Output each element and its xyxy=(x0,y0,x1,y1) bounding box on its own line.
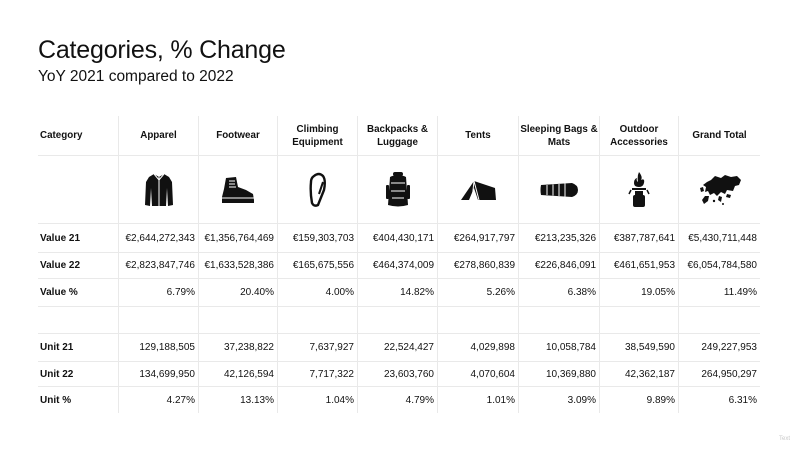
table-cell: €1,633,528,386 xyxy=(198,253,277,279)
sleeping-bag-icon xyxy=(540,182,578,197)
table-cell: 264,950,297 xyxy=(678,362,760,387)
table-cell: 38,549,590 xyxy=(599,334,678,362)
europe-map-icon-cell xyxy=(678,156,760,224)
table-cell: €213,235,326 xyxy=(518,224,599,253)
row-label-value-22: Value 22 xyxy=(38,253,118,279)
table-cell: 6.79% xyxy=(118,279,198,307)
row-label-value-21: Value 21 xyxy=(38,224,118,253)
spacer-cell xyxy=(198,307,277,334)
table-cell: €2,644,272,343 xyxy=(118,224,198,253)
table-cell: 22,524,427 xyxy=(357,334,437,362)
table-cell: 7,717,322 xyxy=(277,362,357,387)
table-cell: €278,860,839 xyxy=(437,253,518,279)
table-cell: 6.38% xyxy=(518,279,599,307)
header-tents: Tents xyxy=(437,116,518,156)
table-cell: €2,823,847,746 xyxy=(118,253,198,279)
sleeping-bag-icon-cell xyxy=(518,156,599,224)
header-apparel: Apparel xyxy=(118,116,198,156)
backpack-icon-cell xyxy=(357,156,437,224)
page-subtitle: YoY 2021 compared to 2022 xyxy=(38,68,234,85)
header-backpacks-luggage: Backpacks & Luggage xyxy=(357,116,437,156)
table-cell: 11.49% xyxy=(678,279,760,307)
backpack-icon xyxy=(385,171,410,206)
tent-icon xyxy=(461,180,496,200)
carabiner-icon-cell xyxy=(277,156,357,224)
spacer-cell xyxy=(277,307,357,334)
row-label-unit-pct: Unit % xyxy=(40,394,72,406)
table-cell: 42,126,594 xyxy=(198,362,277,387)
carabiner-icon xyxy=(308,172,326,207)
table-cell: €387,787,641 xyxy=(599,224,678,253)
camping-stove-icon xyxy=(628,171,650,207)
header-category: Category xyxy=(38,116,118,156)
table-cell: 129,188,505 xyxy=(118,334,198,362)
table-cell: €159,303,703 xyxy=(277,224,357,253)
table-cell: 4,070,604 xyxy=(437,362,518,387)
jacket-icon-cell xyxy=(118,156,198,224)
table-cell: 4.79% xyxy=(357,387,437,413)
table-cell: 23,603,760 xyxy=(357,362,437,387)
spacer-cell xyxy=(678,307,760,334)
spacer-cell xyxy=(599,307,678,334)
boot-icon xyxy=(222,176,254,203)
header-footwear: Footwear xyxy=(198,116,277,156)
row-label-value-pct: Value % xyxy=(38,279,118,307)
table-cell: €6,054,784,580 xyxy=(678,253,760,279)
table-cell: 249,227,953 xyxy=(678,334,760,362)
table-cell: €165,675,556 xyxy=(277,253,357,279)
table-cell: 19.05% xyxy=(599,279,678,307)
header-sleeping-bags-mats: Sleeping Bags & Mats xyxy=(518,116,599,156)
table-cell: 37,238,822 xyxy=(198,334,277,362)
table-cell: 1.04% xyxy=(277,387,357,413)
spacer-cell xyxy=(437,307,518,334)
table-cell: 1.01% xyxy=(437,387,518,413)
camping-stove-icon-cell xyxy=(599,156,678,224)
row-label-unit-21: Unit 21 xyxy=(38,334,118,362)
page-title: Categories, % Change xyxy=(38,36,286,64)
spacer-cell xyxy=(357,307,437,334)
table-cell: €1,356,764,469 xyxy=(198,224,277,253)
categories-table: Category Apparel Footwear Climbing Equip… xyxy=(38,116,760,413)
table-cell: 7,637,927 xyxy=(277,334,357,362)
header-outdoor-accessories: Outdoor Accessories xyxy=(599,116,678,156)
table-cell: 5.26% xyxy=(437,279,518,307)
table-cell: 10,369,880 xyxy=(518,362,599,387)
header-climbing-equipment: Climbing Equipment xyxy=(277,116,357,156)
jacket-icon xyxy=(144,173,173,206)
table-cell: 4.00% xyxy=(277,279,357,307)
table-cell: 9.89% xyxy=(599,387,678,413)
table-cell: 3.09% xyxy=(518,387,599,413)
tent-icon-cell xyxy=(437,156,518,224)
icon-row-label xyxy=(38,156,118,224)
table-cell: 20.40% xyxy=(198,279,277,307)
table-cell: 42,362,187 xyxy=(599,362,678,387)
europe-map-icon xyxy=(699,174,741,205)
header-grand-total: Grand Total xyxy=(678,116,760,156)
table-cell: €226,846,091 xyxy=(518,253,599,279)
table-cell: 4,029,898 xyxy=(437,334,518,362)
spacer-cell xyxy=(518,307,599,334)
row-label-unit-22: Unit 22 xyxy=(38,362,118,387)
table-cell: €264,917,797 xyxy=(437,224,518,253)
table-cell: €464,374,009 xyxy=(357,253,437,279)
table-cell: 13.13% xyxy=(198,387,277,413)
table-cell: €404,430,171 xyxy=(357,224,437,253)
table-cell: 14.82% xyxy=(357,279,437,307)
table-cell: 134,699,950 xyxy=(118,362,198,387)
table-cell: €461,651,953 xyxy=(599,253,678,279)
table-cell: 10,058,784 xyxy=(518,334,599,362)
footer-text: Text xyxy=(778,436,790,442)
boot-icon-cell xyxy=(198,156,277,224)
table-cell: 4.27% xyxy=(118,387,198,413)
spacer-cell xyxy=(118,307,198,334)
spacer-cell xyxy=(38,307,118,334)
table-cell: 6.31% xyxy=(678,387,760,413)
table-cell: €5,430,711,448 xyxy=(678,224,760,253)
